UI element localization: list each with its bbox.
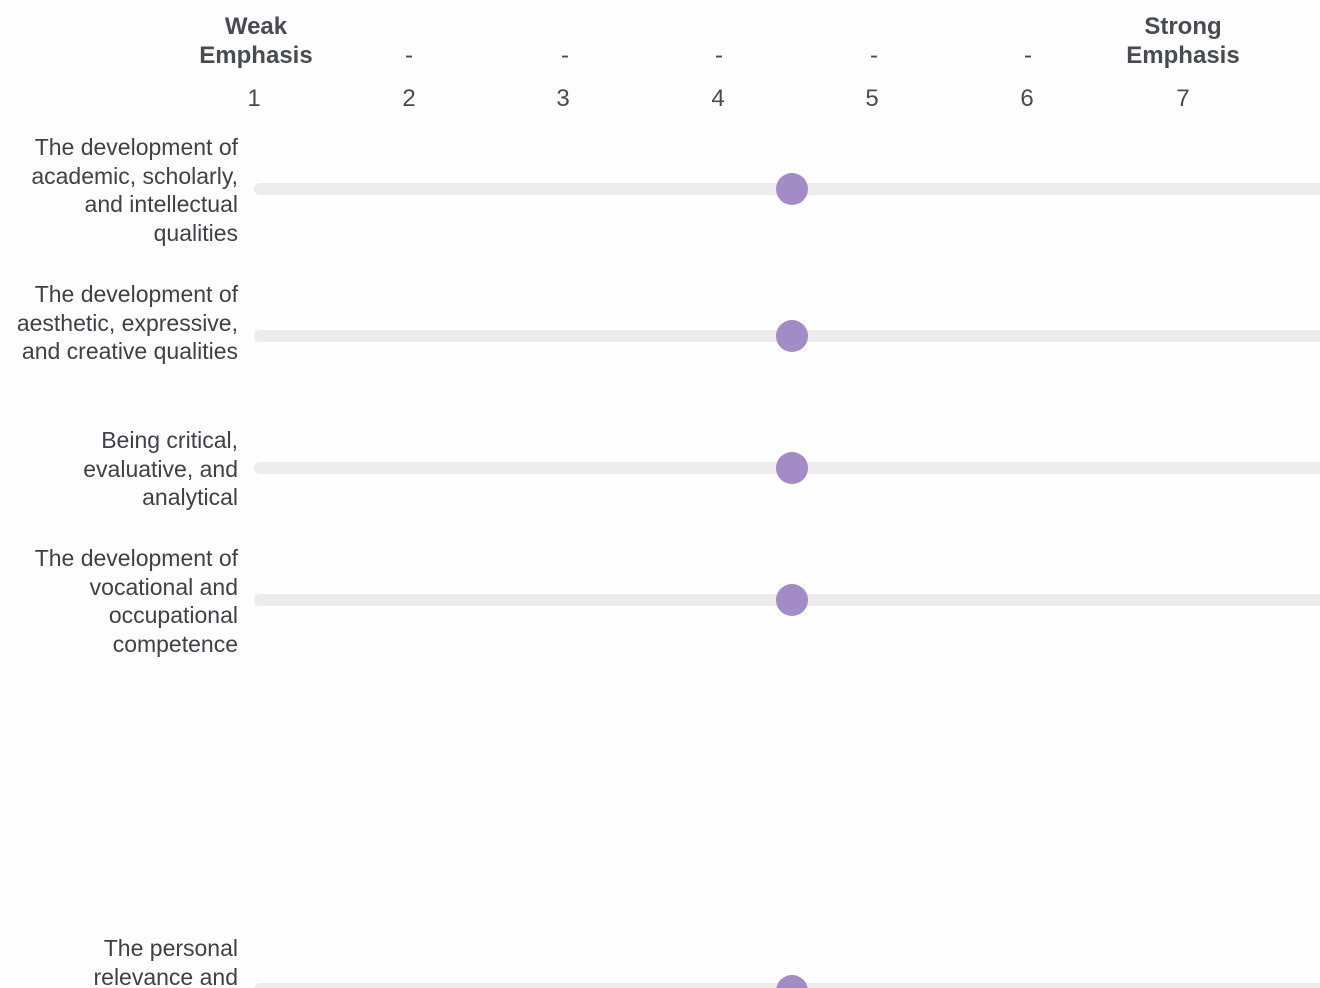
scale-anchor-weak: Weak Emphasis <box>199 13 313 69</box>
scale-dash: - <box>715 42 723 69</box>
statement-label: The development of academic, scholarly, … <box>31 134 238 247</box>
scale-tick-1: 1 <box>247 85 261 112</box>
scale-dash: - <box>561 42 569 69</box>
statement-label: Being critical, evaluative, and analytic… <box>83 427 238 511</box>
statement-label: The development of vocational and occupa… <box>34 545 238 658</box>
scale-anchor-strong: Strong Emphasis <box>1126 13 1240 69</box>
scale-dash: - <box>405 42 413 69</box>
slider-handle[interactable] <box>776 173 809 205</box>
statement-label: The personal relevance and <box>93 935 239 988</box>
statement-label: The development of aesthetic, expressive… <box>16 281 238 365</box>
slider-handle[interactable] <box>776 320 809 352</box>
scale-tick-2: 2 <box>402 85 416 112</box>
scale-tick-4: 4 <box>711 85 725 112</box>
slider-handle[interactable] <box>776 452 809 484</box>
scale-tick-6: 6 <box>1020 85 1034 112</box>
scale-tick-3: 3 <box>556 85 570 112</box>
scale-dash: - <box>1024 42 1032 69</box>
slider-handle[interactable] <box>776 975 809 988</box>
scale-tick-5: 5 <box>865 85 879 112</box>
scale-tick-7: 7 <box>1176 85 1190 112</box>
slider-handle[interactable] <box>776 584 809 616</box>
scale-dash: - <box>870 42 878 69</box>
